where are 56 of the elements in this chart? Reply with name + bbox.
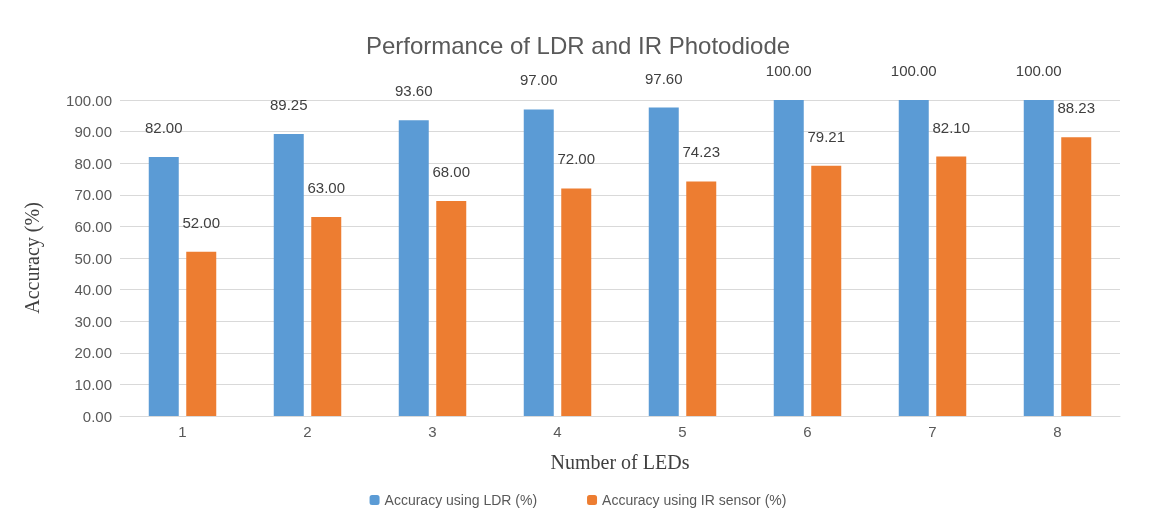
data-label: 52.00	[182, 213, 221, 231]
bar	[523, 109, 554, 416]
data-label: 74.23	[682, 143, 721, 161]
bar	[898, 100, 929, 416]
y-tick-label: 90.00	[74, 123, 112, 141]
data-label: 93.60	[394, 82, 433, 100]
data-label: 72.00	[557, 150, 596, 168]
y-tick-label: 100.00	[66, 91, 112, 109]
data-label: 82.10	[932, 118, 971, 136]
legend-label: Accuracy using LDR (%)	[384, 492, 538, 508]
data-label: 100.00	[1015, 62, 1062, 79]
chart-title: Performance of LDR and IR Photodiode	[365, 31, 791, 59]
bar	[936, 156, 967, 416]
y-tick-label: 70.00	[74, 186, 112, 204]
x-tick-label: 6	[803, 423, 812, 440]
bar	[561, 188, 592, 416]
bar	[436, 201, 467, 416]
x-tick-label: 5	[678, 423, 687, 440]
data-label: 100.00	[890, 62, 937, 79]
data-label: 68.00	[432, 163, 471, 181]
y-tick-label: 80.00	[74, 154, 112, 172]
legend-label: Accuracy using IR sensor (%)	[602, 492, 787, 508]
x-axis-title: Number of LEDs	[550, 451, 690, 473]
bar	[648, 107, 679, 416]
data-label: 97.60	[644, 69, 683, 87]
data-label: 88.23	[1057, 99, 1096, 117]
bar	[773, 100, 804, 416]
y-tick-label: 20.00	[74, 344, 112, 362]
y-tick-label: 10.00	[74, 375, 112, 393]
bar	[273, 133, 304, 416]
data-label: 97.00	[519, 71, 558, 89]
y-tick-label: 0.00	[82, 407, 112, 425]
bar	[311, 216, 342, 416]
data-label: 63.00	[307, 178, 346, 196]
y-tick-label: 30.00	[74, 312, 112, 330]
y-tick-label: 50.00	[74, 249, 112, 267]
bar	[1061, 137, 1092, 416]
x-tick-label: 3	[428, 423, 437, 440]
y-tick-label: 60.00	[74, 217, 112, 235]
bar	[811, 165, 842, 416]
x-tick-label: 7	[928, 423, 937, 440]
bar	[398, 120, 429, 416]
y-axis-title: Accuracy (%)	[21, 202, 44, 314]
bar	[186, 251, 217, 416]
bar	[148, 156, 179, 416]
bar	[686, 181, 717, 416]
data-label: 89.25	[269, 95, 308, 113]
data-label: 79.21	[807, 127, 846, 145]
data-label: 82.00	[144, 118, 183, 136]
bar	[1023, 100, 1054, 416]
data-label: 100.00	[765, 62, 812, 79]
y-tick-label: 40.00	[74, 281, 112, 299]
x-tick-label: 8	[1053, 423, 1062, 440]
x-tick-label: 2	[303, 423, 312, 440]
x-tick-label: 1	[178, 423, 187, 440]
x-tick-label: 4	[553, 423, 562, 440]
